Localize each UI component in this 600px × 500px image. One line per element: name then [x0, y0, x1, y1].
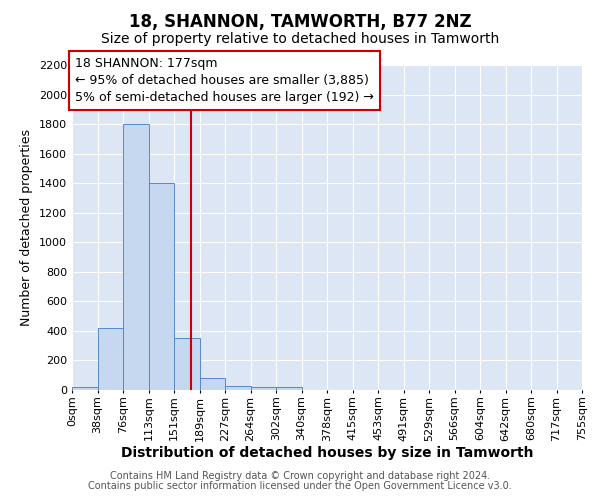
Bar — [123, 124, 149, 390]
Text: Size of property relative to detached houses in Tamworth: Size of property relative to detached ho… — [101, 32, 499, 46]
Bar — [225, 386, 251, 390]
Bar — [251, 387, 276, 390]
Text: 18, SHANNON, TAMWORTH, B77 2NZ: 18, SHANNON, TAMWORTH, B77 2NZ — [128, 12, 472, 30]
Bar — [72, 387, 97, 390]
Y-axis label: Number of detached properties: Number of detached properties — [20, 129, 34, 326]
Text: Contains HM Land Registry data © Crown copyright and database right 2024.: Contains HM Land Registry data © Crown c… — [110, 471, 490, 481]
Text: Contains public sector information licensed under the Open Government Licence v3: Contains public sector information licen… — [88, 481, 512, 491]
Bar — [276, 387, 302, 390]
Bar — [149, 183, 174, 390]
Bar — [97, 328, 123, 390]
Bar — [199, 378, 225, 390]
X-axis label: Distribution of detached houses by size in Tamworth: Distribution of detached houses by size … — [121, 446, 533, 460]
Text: 18 SHANNON: 177sqm
← 95% of detached houses are smaller (3,885)
5% of semi-detac: 18 SHANNON: 177sqm ← 95% of detached hou… — [76, 57, 374, 104]
Bar — [174, 338, 199, 390]
